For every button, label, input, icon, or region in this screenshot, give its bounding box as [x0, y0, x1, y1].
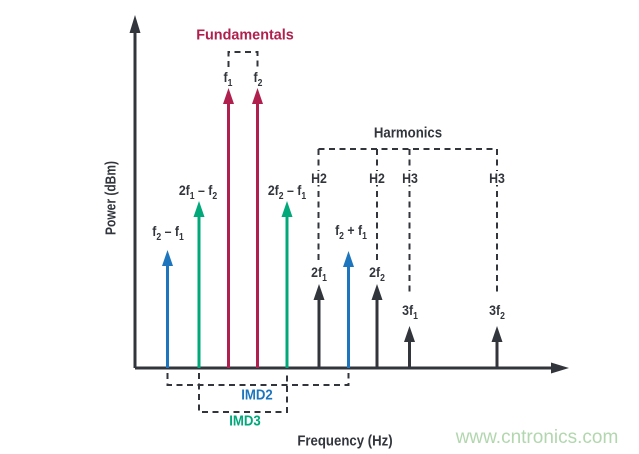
y-axis-arrowhead [129, 15, 141, 33]
x-axis [135, 362, 569, 374]
arrow-f2 [252, 88, 263, 368]
label-2f2-minus-f1: 2f2 – f1 [267, 182, 307, 202]
arrow-3f2 [491, 326, 503, 368]
arrow-2f2-minus-f1 [281, 201, 293, 368]
arrow-2f1 [313, 284, 325, 368]
label-f2: f2 [253, 69, 263, 89]
label-f1: f1 [223, 69, 233, 89]
arrow-3f1 [404, 326, 415, 368]
label-f2-plus-f1: f2 + f1 [334, 222, 367, 242]
bracket-imd2 [166, 373, 350, 386]
imd2-title: IMD2 [241, 386, 273, 404]
fundamentals-title: Fundamentals [196, 26, 294, 44]
arrow-2f1-minus-f2 [193, 201, 205, 368]
label-2f2: 2f2 [369, 264, 385, 284]
x-axis-label: Frequency (Hz) [297, 432, 393, 450]
arrow-f1 [223, 88, 234, 368]
tag-h3-first: H3 [398, 171, 421, 185]
tag-h2-second: H2 [366, 171, 388, 185]
arrow-2f2 [371, 284, 383, 368]
arrow-f2-minus-f1 [162, 250, 173, 368]
arrow-f2-plus-f1 [343, 251, 354, 368]
harmonics-title: Harmonics [373, 124, 443, 142]
tag-h3-second: H3 [486, 171, 508, 185]
label-f2-minus-f1: f2 – f1 [152, 223, 184, 243]
bracket-fundamentals [227, 51, 259, 67]
label-3f1: 3f1 [401, 302, 418, 322]
y-axis [129, 15, 141, 368]
watermark: www.cntronics.com [455, 427, 619, 448]
x-axis-arrowhead [551, 362, 569, 374]
label-2f1: 2f1 [311, 264, 327, 284]
y-axis-label: Power (dBm) [102, 160, 120, 236]
label-2f1-minus-f2: 2f1 – f2 [178, 182, 218, 202]
tag-h2-first: H2 [307, 171, 330, 185]
label-3f2: 3f2 [489, 302, 505, 322]
imd3-title: IMD3 [229, 412, 261, 430]
